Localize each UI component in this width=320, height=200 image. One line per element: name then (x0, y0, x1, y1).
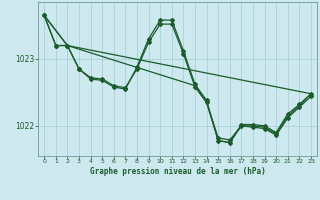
X-axis label: Graphe pression niveau de la mer (hPa): Graphe pression niveau de la mer (hPa) (90, 167, 266, 176)
